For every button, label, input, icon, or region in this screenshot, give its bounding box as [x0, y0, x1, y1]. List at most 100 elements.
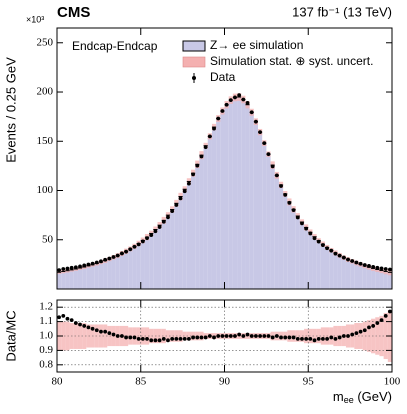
data-point — [195, 163, 200, 168]
data-point — [94, 260, 99, 265]
ratio-point — [107, 331, 112, 336]
sim-bar — [144, 237, 150, 289]
sim-bar — [241, 99, 246, 289]
sim-bar — [182, 189, 187, 289]
data-point — [371, 265, 376, 269]
data-point — [178, 196, 183, 201]
data-point — [153, 229, 158, 234]
y-tick-label: 200 — [37, 86, 54, 98]
y-tick-label: 150 — [37, 135, 54, 147]
sim-bar — [157, 225, 162, 289]
sim-bar — [170, 209, 175, 289]
data-point — [182, 189, 187, 194]
data-point — [346, 257, 350, 262]
sim-bar — [371, 268, 376, 289]
data-point — [287, 200, 292, 205]
ratio-point — [69, 318, 74, 323]
data-point — [124, 249, 128, 254]
ratio-y-tick-label: 0.9 — [39, 344, 53, 356]
ratio-y-tick-label: 1.1 — [39, 315, 53, 327]
ratio-point — [354, 331, 359, 336]
ratio-point — [321, 336, 325, 341]
ratio-point — [245, 332, 250, 337]
data-point — [73, 265, 78, 270]
ratio-point — [132, 335, 137, 340]
sim-bar — [270, 165, 275, 289]
data-point — [254, 119, 258, 124]
ratio-uncertainty-band — [354, 323, 359, 349]
ratio-uncertainty-band — [61, 321, 66, 351]
sim-bar — [191, 173, 196, 289]
ratio-point — [375, 321, 380, 325]
ratio-point — [153, 338, 158, 343]
data-point — [274, 173, 279, 178]
data-point — [65, 266, 70, 271]
ratio-point — [308, 336, 313, 341]
ratio-uncertainty-band — [107, 325, 112, 347]
data-point — [325, 246, 329, 251]
ratio-point — [57, 315, 61, 320]
ratio-point — [367, 325, 371, 330]
data-point — [82, 263, 87, 268]
ratio-point — [103, 329, 108, 334]
ratio-point — [203, 335, 208, 340]
sim-bar — [312, 236, 317, 289]
x-tick-label: 90 — [219, 376, 231, 388]
sim-bar — [287, 201, 292, 289]
sim-bar — [299, 222, 305, 289]
x-label-unit: (GeV) — [354, 389, 392, 404]
data-point — [354, 260, 359, 265]
data-point — [212, 126, 216, 131]
sim-bar — [207, 136, 212, 289]
ratio-point — [149, 338, 154, 343]
ratio-point — [82, 324, 87, 328]
ratio-y-tick-label: 1.0 — [39, 330, 53, 342]
x-label-sub: ee — [344, 395, 354, 405]
ratio-point — [362, 328, 367, 333]
ratio-uncertainty-band — [379, 315, 384, 357]
sim-bar — [262, 143, 267, 289]
ratio-point — [283, 335, 288, 340]
sim-bar — [216, 118, 221, 289]
data-point — [107, 256, 112, 261]
ratio-point — [166, 338, 170, 343]
sim-bar — [98, 262, 104, 289]
sim-bar — [387, 272, 392, 289]
ratio-point — [228, 334, 233, 338]
data-point — [90, 261, 95, 266]
sim-bar — [203, 145, 208, 289]
ratio-uncertainty-band — [383, 312, 388, 360]
data-point — [266, 152, 271, 157]
data-point — [99, 259, 103, 264]
ratio-point — [237, 332, 242, 337]
ratio-uncertainty-band — [170, 330, 175, 342]
data-point — [258, 130, 262, 135]
ratio-point — [161, 336, 166, 341]
sim-bar — [283, 193, 288, 289]
sim-bar — [186, 181, 191, 289]
sim-bar — [149, 233, 154, 289]
data-point — [111, 255, 116, 259]
ratio-point — [86, 325, 91, 330]
sim-bar — [178, 196, 183, 289]
sim-bar — [379, 270, 384, 289]
y-axis-label: Events / 0.25 GeV — [3, 57, 18, 163]
sim-bar — [107, 259, 112, 289]
sim-bar — [57, 272, 62, 289]
data-point — [308, 231, 313, 236]
data-point — [166, 215, 170, 220]
ratio-uncertainty-band — [103, 324, 108, 348]
ratio-point — [157, 338, 162, 343]
data-point — [279, 184, 283, 188]
ratio-uncertainty-band — [144, 327, 150, 345]
data-point — [341, 255, 346, 260]
sim-bar — [362, 265, 367, 289]
ratio-point — [115, 334, 120, 338]
sim-bar — [245, 104, 250, 289]
sim-bar — [345, 259, 351, 289]
ratio-uncertainty-band — [65, 321, 70, 351]
x-label-main: m — [333, 389, 344, 404]
data-point — [333, 251, 338, 256]
data-point — [140, 239, 145, 244]
data-point — [191, 172, 195, 177]
